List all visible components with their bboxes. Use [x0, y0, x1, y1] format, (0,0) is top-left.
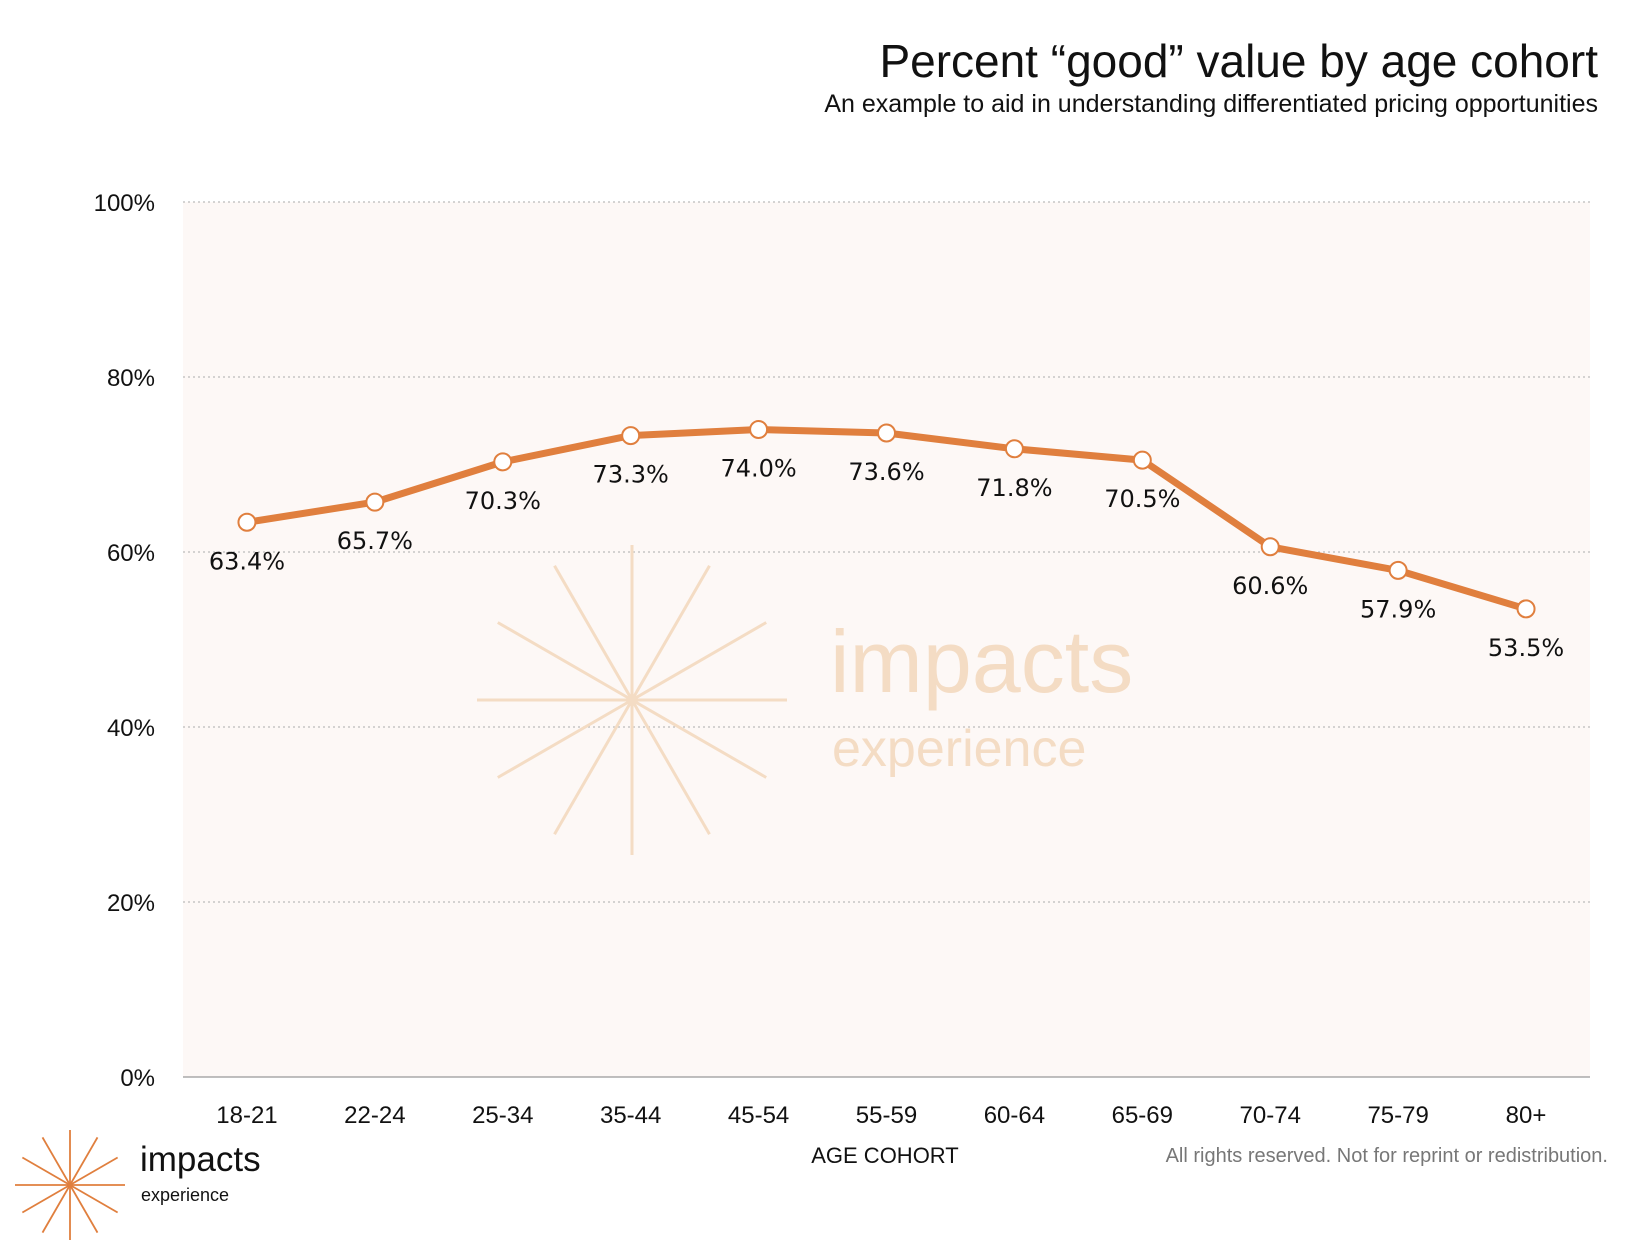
x-tick-label: 45-54 [728, 1102, 789, 1129]
x-tick-label: 70-74 [1240, 1102, 1301, 1129]
footer-note: All rights reserved. Not for reprint or … [1166, 1145, 1608, 1168]
data-point [238, 514, 255, 531]
y-tick-label: 0% [120, 1065, 155, 1092]
x-tick-label: 22-24 [344, 1102, 405, 1129]
x-tick-label: 18-21 [216, 1102, 277, 1129]
data-point [1518, 600, 1535, 617]
data-point [1390, 562, 1407, 579]
data-label: 71.8% [976, 474, 1052, 502]
data-point [750, 421, 767, 438]
y-tick-label: 100% [94, 190, 155, 217]
y-tick-label: 60% [107, 540, 155, 567]
data-label: 74.0% [720, 455, 796, 483]
data-point [622, 427, 639, 444]
x-tick-label: 25-34 [472, 1102, 533, 1129]
watermark-name: impacts [830, 612, 1133, 711]
data-label: 70.3% [465, 487, 541, 515]
logo-name: impacts [140, 1140, 261, 1180]
data-label: 65.7% [337, 527, 413, 555]
y-tick-label: 80% [107, 365, 155, 392]
data-label: 60.6% [1232, 572, 1308, 600]
logo-subtitle: experience [141, 1185, 229, 1206]
y-tick-label: 20% [107, 890, 155, 917]
watermark-sub: experience [832, 720, 1086, 778]
data-point [1134, 452, 1151, 469]
x-tick-label: 80+ [1506, 1102, 1547, 1129]
x-tick-label: 60-64 [984, 1102, 1045, 1129]
data-label: 70.5% [1104, 485, 1180, 513]
y-axis-ticks: 0% 20% 40% 60% 80% 100% [94, 190, 155, 1092]
x-tick-label: 55-59 [856, 1102, 917, 1129]
data-point [878, 425, 895, 442]
starburst-icon [15, 1130, 125, 1240]
x-tick-label: 75-79 [1367, 1102, 1428, 1129]
data-label: 53.5% [1488, 634, 1564, 662]
x-axis-ticks: 18-21 22-24 25-34 35-44 45-54 55-59 60-64 65-69… [216, 1102, 1546, 1129]
y-tick-label: 40% [107, 715, 155, 742]
data-label: 63.4% [209, 547, 285, 575]
data-label: 57.9% [1360, 595, 1436, 623]
line-chart: impacts experience 0% 20% 40% 60% 80% 100% 18… [0, 0, 1650, 1240]
data-point [1006, 440, 1023, 457]
x-axis-label: AGE COHORT [811, 1143, 959, 1168]
data-label: 73.3% [593, 461, 669, 489]
x-tick-label: 35-44 [600, 1102, 661, 1129]
data-label: 73.6% [848, 458, 924, 486]
data-point [366, 494, 383, 511]
x-tick-label: 65-69 [1112, 1102, 1173, 1129]
data-point [1262, 538, 1279, 555]
data-point [494, 453, 511, 470]
